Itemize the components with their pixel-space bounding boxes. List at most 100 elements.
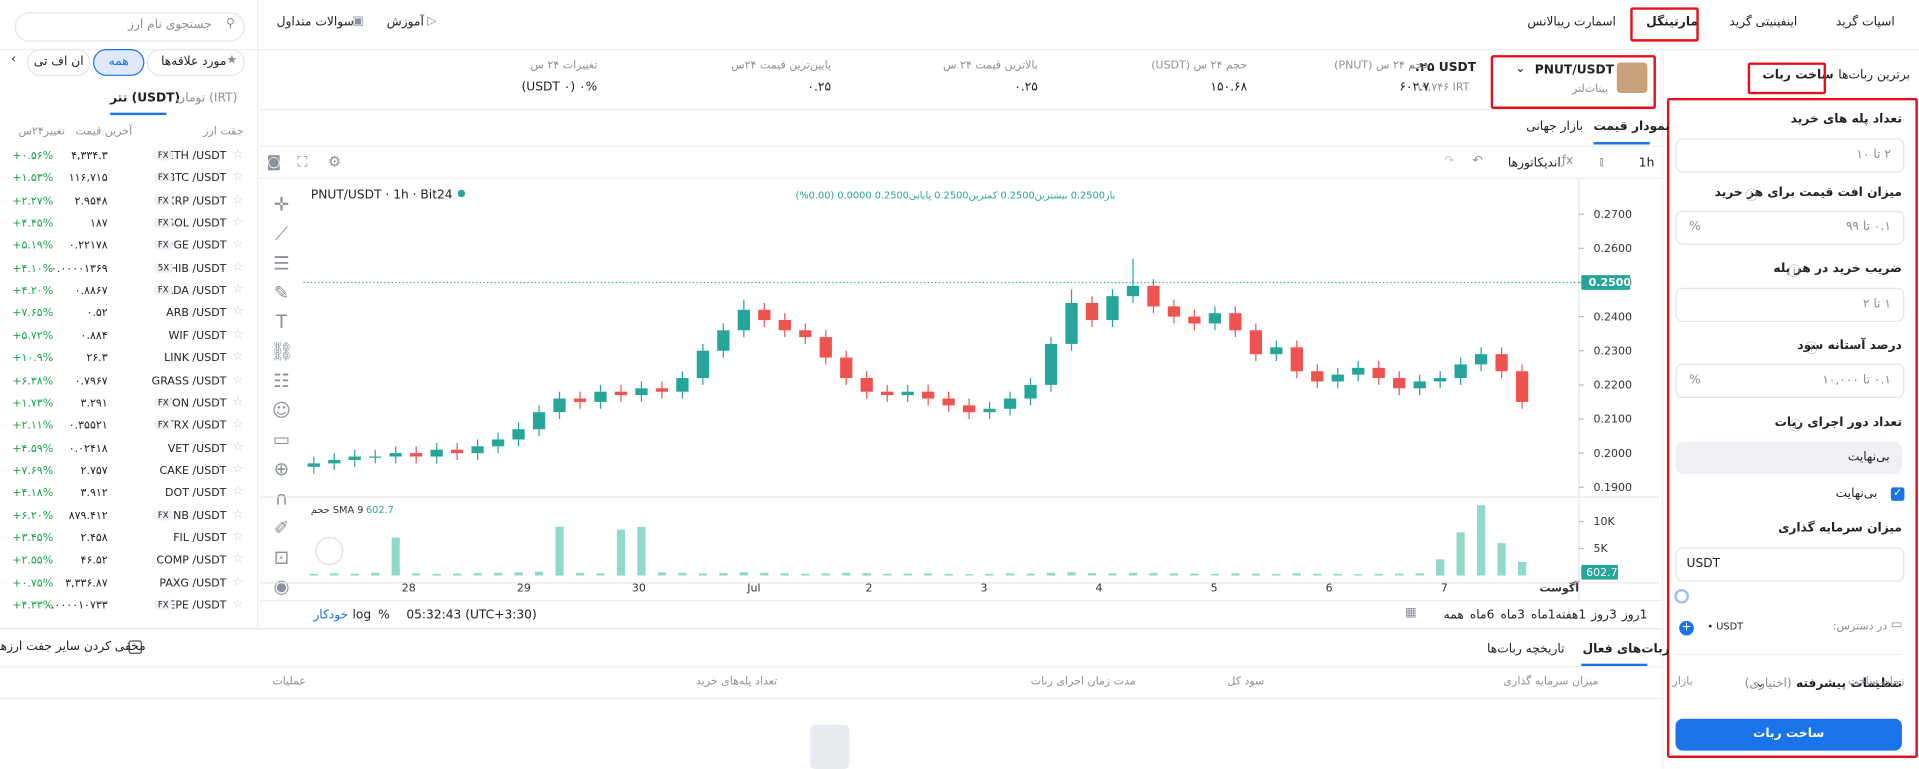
x-tick-label: 30 [632,581,646,594]
filter[interactable]: ان اف تی [26,48,91,76]
candle-body [983,408,996,413]
x-tick-label: 2 [865,581,872,594]
advanced[interactable]: تنظیمات پیشرفته (اختیاری) [1745,677,1902,690]
coin-logo [1616,62,1648,94]
filter[interactable]: مورد علاقه‌ها ★ [146,48,245,76]
candle-body [840,357,853,379]
x-tick-label: 5 [1211,581,1218,594]
slider-handle[interactable] [1674,588,1689,604]
input[interactable]: ۰.۱ تا ۹۹% [1675,210,1905,245]
tab[interactable]: برترین ربات‌ها [1838,68,1910,83]
symbol[interactable]: PNUT/USDT [1534,63,1615,78]
input[interactable]: ۰.۱ تا ۱۰,۰۰۰% [1675,363,1905,398]
redo[interactable]: ↷ [1444,154,1455,168]
volume-bar [1497,543,1506,576]
screenshot[interactable]: ◙ [266,153,282,171]
settings[interactable]: ⚙ [328,153,342,171]
star: ☆ [232,462,244,477]
pair: BNB /USDT [165,510,227,523]
price: ۰.۰۰۰۰۱۰۷۳۳ [45,600,108,613]
volume-bar [1026,573,1035,576]
badge: FX [154,218,173,228]
candle-body [696,350,710,379]
change: +۴.۴۵% [12,218,54,231]
volume-bar [1374,573,1383,576]
pair: DOT /USDT [165,487,227,500]
undo[interactable]: ↶ [1472,154,1483,168]
submit-button[interactable]: ساخت ربات [1675,718,1902,751]
star: ☆ [232,372,244,387]
input[interactable]: ۲ تا ۱۰ [1675,138,1905,173]
candle-body [1106,296,1119,321]
input[interactable]: ۱ تا ۲ [1675,287,1905,323]
indicators[interactable]: اندیکاتورها [1507,156,1561,171]
percent-toggle[interactable]: % [378,608,390,623]
pair: PAXG /USDT [159,577,227,590]
bots-tab[interactable]: ربات‌های فعال [1582,642,1670,657]
interval[interactable]: 1h [1638,156,1655,171]
drawing-tools[interactable]: ✛ ⟋ ☰ ✎ T ⛓ ☷ ☺ ▭ ⊕ ∩ ✐ ⊡ ◉ [270,193,294,598]
candle-icon[interactable]: ⫾ [1599,155,1604,169]
calendar-icon[interactable]: ▦ [1405,606,1417,620]
volume-bar [760,572,769,576]
scroll-arrow[interactable]: ‹ [11,52,16,67]
volume-bar [350,573,359,576]
badge: FX [154,150,173,161]
nav-item[interactable]: اینفینیتی گرید [1729,15,1798,30]
range[interactable]: همه [1443,608,1464,623]
star: ☆ [232,395,244,409]
checkbox[interactable] [128,640,142,654]
candle-body [1208,313,1222,324]
star: ☆ [232,238,244,252]
auto-toggle[interactable]: خودکار [313,608,349,623]
star: ☆ [232,305,244,319]
checkbox[interactable]: ✓ [1890,487,1905,501]
range[interactable]: 1هفته [1555,608,1587,623]
deposit-button[interactable]: + [1679,620,1694,636]
candle-body [512,429,525,440]
search[interactable]: جستجوی نام ارز ⚲ [14,12,245,42]
badge: FX [154,195,173,206]
chart-tab[interactable]: بازار جهانی [1526,120,1583,134]
candle-body [594,391,607,402]
nav-item[interactable]: اسمارت ریبالانس [1527,15,1616,30]
y-tick-label: 0.2100 [1594,413,1632,426]
y-tick-label: 0.2400 [1594,310,1632,323]
last-price-label: 0.2500 [1589,276,1632,289]
candle-body [962,405,976,413]
input[interactable]: USDT [1675,547,1905,582]
volume-bar [883,573,892,576]
range[interactable]: 1روز [1621,608,1648,623]
log-toggle[interactable]: log [352,608,372,623]
range[interactable]: 1ماه [1531,608,1556,623]
pair: BTC /USDT [167,173,227,186]
filter[interactable]: همه [93,48,145,76]
bots-tab[interactable]: تاریخچه ربات‌ها [1487,642,1565,657]
range[interactable]: 3ماه [1500,608,1525,623]
nav-link[interactable]: سوالات متداول [276,15,354,30]
volume-bar [698,573,707,576]
info-icon: ⓘ [1788,265,1801,280]
fullscreen[interactable]: ⛶ [297,153,308,171]
candle-body [1229,313,1242,331]
nav-item[interactable]: مارتینگل [1646,15,1699,30]
volume-bar [801,573,810,576]
range[interactable]: 3روز [1591,608,1617,623]
badge: FX [154,510,173,520]
nav-item[interactable]: اسپات گرید [1835,15,1895,30]
candle-body [1024,384,1037,399]
col-header: تغییر۲۴س [18,126,65,139]
star: ☆ [232,575,244,589]
currency-tab[interactable]: تومان (IRT) [176,91,238,106]
range[interactable]: 6ماه [1469,608,1495,623]
candle-body [614,391,628,396]
rounds-box[interactable]: بی‌نهایت [1675,442,1902,474]
nav-link[interactable]: آموزش [386,15,424,30]
x-tick-label: 6 [1326,581,1333,594]
volume-bar [1292,573,1301,576]
badge: FX [154,240,173,251]
chart-tab[interactable]: نمودار قیمت [1593,120,1670,134]
currency-tab[interactable]: تتر (USDT) [110,91,181,106]
candle-body [1372,367,1385,379]
tab[interactable]: ساخت ربات [1762,68,1834,83]
